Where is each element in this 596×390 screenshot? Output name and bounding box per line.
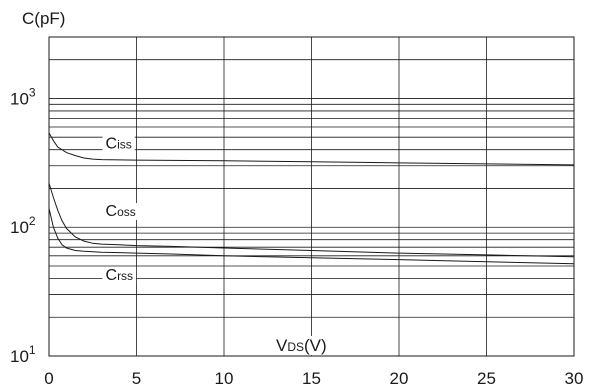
- x-tick-label: 5: [132, 369, 141, 388]
- series-line-crss: [48, 208, 575, 265]
- x-tick-label: 10: [215, 369, 234, 388]
- x-tick-label: 0: [44, 369, 53, 388]
- series-layer: Ciss Coss Crss: [48, 132, 575, 285]
- y-tick-label: 101: [10, 343, 36, 366]
- series-label-crss: Crss: [102, 267, 137, 285]
- x-axis-label-sub: DS: [287, 340, 304, 354]
- x-tick-label: 30: [565, 369, 584, 388]
- series-line-coss: [48, 182, 575, 258]
- x-axis-label: VDS(V): [272, 336, 331, 355]
- x-axis-label-background: [272, 336, 331, 355]
- x-axis-label-main: V: [276, 336, 288, 355]
- svg-text:VDS(V): VDS(V): [276, 336, 327, 355]
- x-tick-label: 15: [302, 369, 321, 388]
- series-label-background: [102, 135, 135, 153]
- series-label-text: Crss: [106, 267, 134, 284]
- series-label-text: Coss: [106, 203, 136, 220]
- series-label-background: [102, 203, 139, 221]
- series-label-ciss: Ciss: [102, 135, 135, 153]
- y-tick-labels: 101 102 103: [10, 85, 36, 366]
- series-label-text: Ciss: [106, 136, 132, 153]
- x-tick-label: 25: [477, 369, 496, 388]
- y-axis-label: C(pF): [22, 9, 65, 28]
- series-label-background: [102, 267, 137, 285]
- x-axis-label-unit: (V): [304, 336, 327, 355]
- y-tick-label: 103: [10, 85, 36, 108]
- y-tick-label: 102: [10, 214, 36, 237]
- series-line-ciss: [48, 132, 575, 166]
- plot-frame: [48, 36, 575, 357]
- x-tick-labels: 0 5 10 15 20 25 30: [44, 369, 583, 388]
- x-tick-label: 20: [390, 369, 409, 388]
- vertical-gridlines: [136, 37, 487, 356]
- series-label-coss: Coss: [102, 203, 139, 221]
